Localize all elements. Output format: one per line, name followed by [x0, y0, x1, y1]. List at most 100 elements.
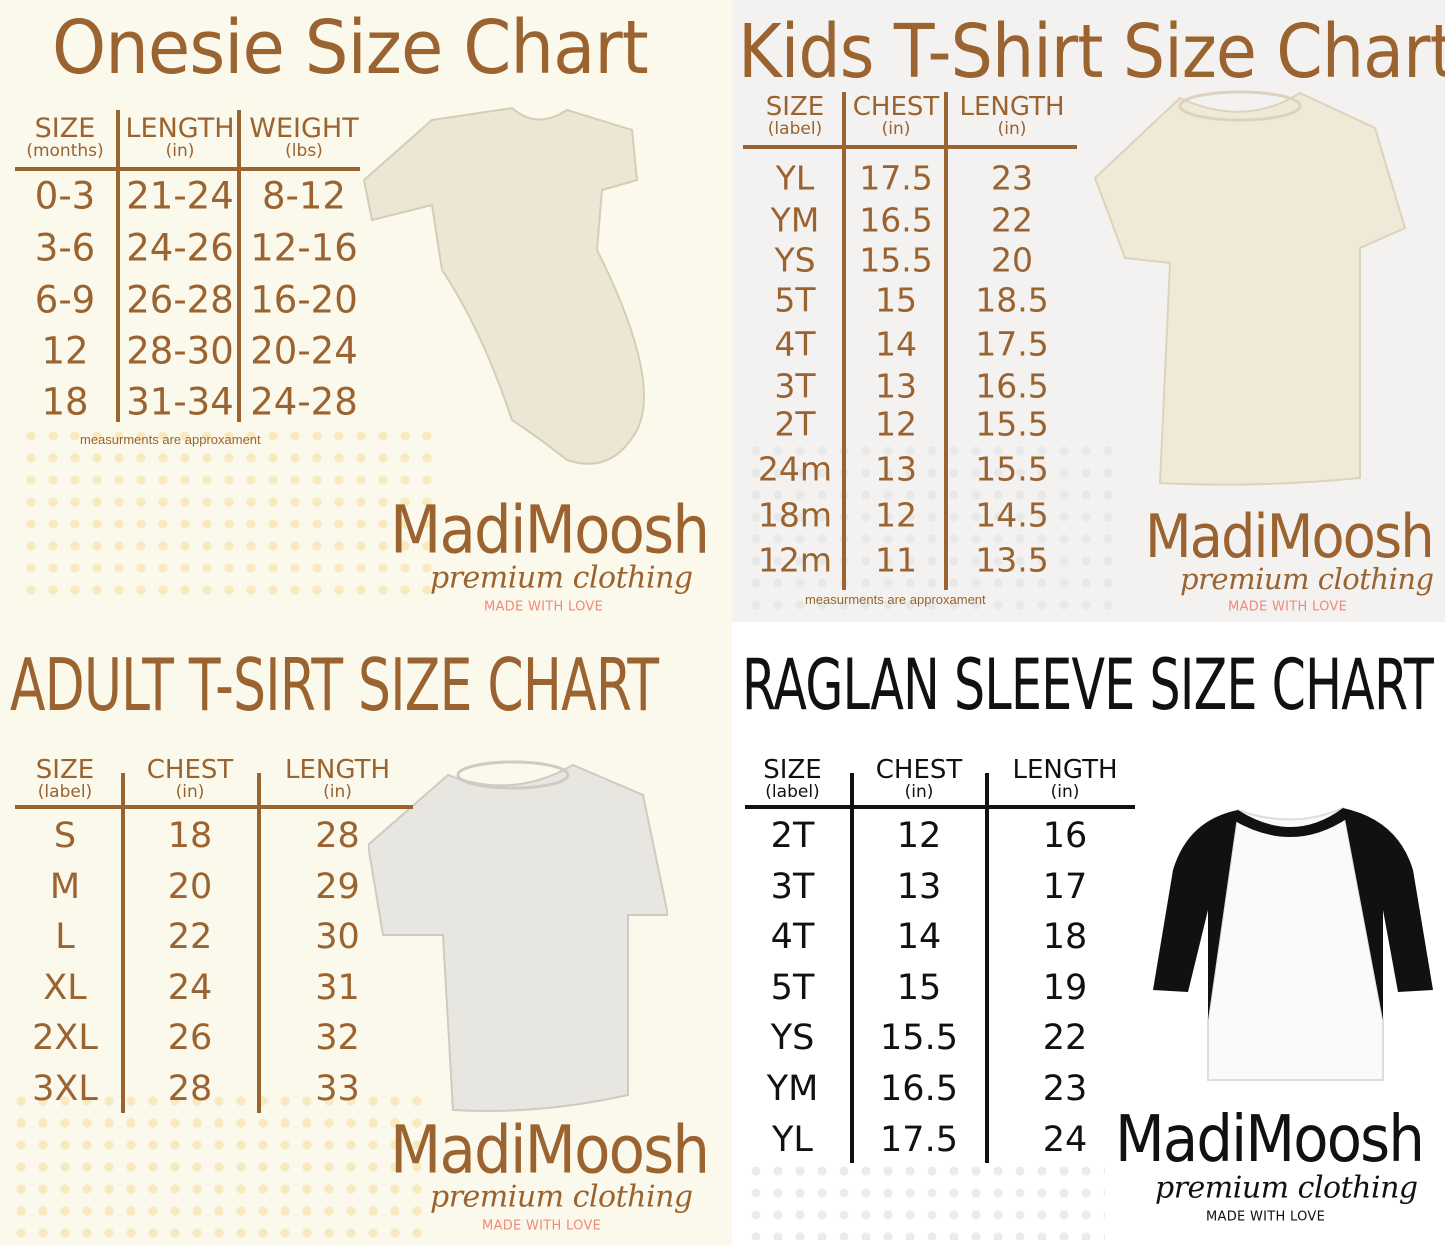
header-label: SIZE [765, 92, 825, 122]
table-cell: 4T [774, 324, 816, 364]
kids-tshirt-image [1085, 88, 1415, 502]
table-cell: 11 [875, 540, 917, 580]
table-cell: 33 [315, 1069, 360, 1109]
table-cell: YS [770, 1018, 815, 1058]
table-cell: 23 [991, 158, 1033, 198]
table-cell: S [53, 816, 77, 856]
table-header-rule [15, 805, 413, 809]
table-cell: 14.5 [975, 495, 1049, 535]
header-unit: (label) [37, 782, 93, 802]
table-cell: 13 [875, 366, 917, 406]
table-cell: 5T [770, 968, 815, 1008]
brand-tagline: premium clothing [430, 560, 693, 596]
kids-title: Kids T-Shirt Size Chart [738, 9, 1445, 95]
header-unit: (in) [904, 782, 934, 802]
table-cell: 6-9 [34, 278, 96, 322]
table-cell: 31-34 [126, 380, 234, 424]
brand-slogan: MADE WITH LOVE [482, 1218, 602, 1234]
brand-logo-name: MadiMoosh [1115, 1103, 1425, 1177]
table-column-rule [850, 773, 854, 1163]
table-cell: 22 [167, 917, 213, 957]
column-header-size: SIZE (label) [745, 94, 845, 138]
header-unit: (in) [881, 119, 911, 139]
table-cell: 26 [167, 1018, 213, 1058]
column-header-size: SIZE (label) [745, 757, 840, 801]
header-unit: (label) [767, 119, 823, 139]
table-cell: 16-20 [250, 278, 358, 322]
table-cell: YM [766, 1069, 819, 1109]
header-unit: (in) [1050, 782, 1080, 802]
table-cell: 13 [875, 449, 917, 489]
table-cell: 12 [41, 329, 89, 373]
table-cell: 0-3 [34, 174, 96, 218]
table-cell: 21-24 [126, 174, 234, 218]
table-cell: 26-28 [126, 278, 234, 322]
table-cell: 15.5 [880, 1018, 958, 1058]
table-cell: 22 [1042, 1018, 1088, 1058]
table-cell: 17.5 [859, 158, 933, 198]
header-unit: (in) [175, 782, 205, 802]
table-cell: YM [770, 200, 820, 240]
table-cell: 18 [1042, 917, 1088, 957]
brand-slogan: MADE WITH LOVE [1228, 599, 1348, 615]
table-cell: 3T [774, 366, 816, 406]
table-cell: 16 [1042, 816, 1088, 856]
table-column-rule [116, 110, 120, 422]
column-header-chest: CHEST (in) [848, 94, 944, 138]
header-unit: (in) [323, 782, 352, 802]
column-header-size: SIZE (label) [15, 757, 115, 801]
table-cell: 22 [991, 200, 1033, 240]
brand-logo-name: MadiMoosh [1145, 502, 1435, 572]
table-cell: 15 [896, 968, 942, 1008]
table-column-rule [985, 773, 989, 1163]
table-cell: 12 [875, 404, 917, 444]
table-cell: 24m [757, 449, 833, 489]
table-column-rule [237, 110, 241, 422]
table-cell: 15.5 [975, 404, 1049, 444]
table-header-rule [15, 167, 360, 171]
table-cell: 31 [315, 968, 360, 1008]
header-label: LENGTH [1012, 755, 1118, 785]
table-cell: 19 [1042, 968, 1088, 1008]
table-cell: 14 [896, 917, 942, 957]
table-cell: 28 [167, 1069, 213, 1109]
table-column-rule [121, 773, 125, 1113]
table-cell: 13 [896, 867, 942, 907]
brand-slogan: MADE WITH LOVE [484, 599, 604, 615]
table-cell: 12m [757, 540, 833, 580]
table-cell: 24 [167, 968, 213, 1008]
header-label: SIZE [763, 755, 822, 785]
header-unit: (in) [997, 119, 1027, 139]
table-cell: 8-12 [262, 174, 346, 218]
table-cell: 16.5 [859, 200, 933, 240]
brand-tagline: premium clothing [430, 1179, 693, 1215]
halftone-dots-decoration [745, 440, 1125, 610]
table-cell: 12-16 [250, 226, 358, 270]
table-cell: 3XL [32, 1069, 98, 1109]
table-cell: 18 [167, 816, 213, 856]
table-cell: 5T [774, 280, 816, 320]
table-header-rule [743, 145, 1077, 149]
table-cell: 23 [1042, 1069, 1088, 1109]
header-label: CHEST [852, 92, 940, 122]
header-label: LENGTH [284, 755, 390, 785]
table-column-rule [944, 92, 948, 590]
table-cell: 28 [315, 816, 360, 856]
table-cell: 17 [1042, 867, 1088, 907]
header-label: LENGTH [125, 113, 235, 144]
table-cell: 29 [315, 867, 360, 907]
onesie-image [362, 100, 682, 484]
table-cell: 16.5 [880, 1069, 958, 1109]
table-cell: YL [772, 1120, 813, 1160]
raglan-title: RAGLAN SLEEVE SIZE CHART [742, 644, 1434, 726]
table-header-rule [745, 805, 1135, 809]
table-cell: 15.5 [859, 240, 933, 280]
table-cell: 2T [770, 816, 815, 856]
table-cell: 28-30 [126, 329, 234, 373]
table-cell: 17.5 [880, 1120, 958, 1160]
table-cell: 24-26 [126, 226, 234, 270]
table-cell: 18m [757, 495, 833, 535]
column-header-chest: CHEST (in) [855, 757, 983, 801]
header-label: LENGTH [959, 92, 1065, 122]
table-cell: 30 [315, 917, 360, 957]
